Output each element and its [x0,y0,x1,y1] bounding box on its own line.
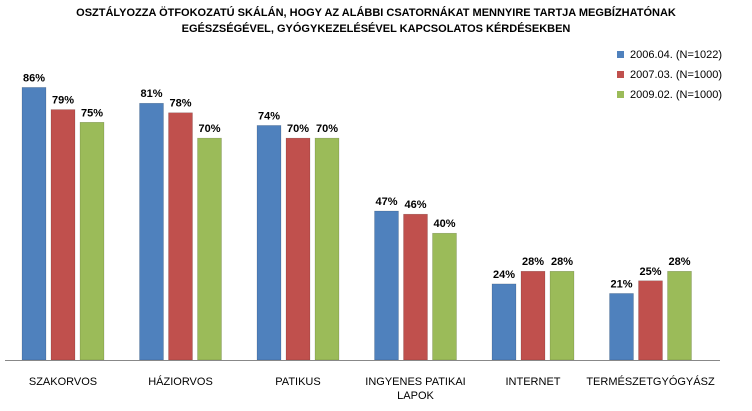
chart-title: OSZTÁLYOZZA ÖTFOKOZATÚ SKÁLÁN, HOGY AZ A… [76,6,676,35]
bar [491,283,517,361]
data-label: 40% [433,218,455,230]
category-labels: SZAKORVOS HÁZIORVOS PATIKUS INGYENES PATIKA… [29,375,715,402]
data-label: 70% [287,123,309,135]
bar [403,213,428,361]
bar [638,280,663,361]
bar [50,109,76,361]
data-label: 24% [493,269,515,281]
data-label: 21% [610,278,632,290]
bar [79,122,105,361]
category-label: LAPOK [397,390,434,402]
data-label: 47% [375,196,397,208]
data-label: 79% [52,95,74,107]
data-label: 25% [639,266,661,278]
bar [285,137,311,361]
data-label: 78% [169,98,191,110]
chart-title-line: EGÉSZSÉGÉVEL, GYÓGYKEZELÉSÉVEL KAPCSOLAT… [182,22,571,35]
legend-swatch [617,71,624,78]
data-label: 81% [140,88,162,100]
category-label: HÁZIORVOS [148,375,213,388]
bar [374,210,399,361]
data-label: 46% [404,199,426,211]
bar [667,270,692,361]
legend-swatch [617,91,624,98]
data-label: 74% [258,110,280,122]
data-label: 75% [81,107,103,119]
bar [21,87,47,361]
category-label: PATIKUS [275,376,320,388]
bar [432,232,457,361]
category-label: INTERNET [506,376,561,388]
data-labels: 86% 79% 75% 81% 78% 70% 74% 70% 70% 47% 46% 40% 24% 2… [23,72,691,290]
bar [609,293,634,361]
legend: 2006.04. (N=1022) 2007.03. (N=1000) 2009.0… [617,49,722,101]
data-label: 28% [551,256,573,268]
bar [139,102,164,361]
legend-label: 2006.04. (N=1022) [630,49,722,61]
bar [314,137,340,361]
bar [256,125,282,361]
legend-label: 2007.03. (N=1000) [630,69,722,81]
category-label: SZAKORVOS [29,376,97,388]
legend-swatch [617,51,624,58]
data-label: 28% [668,256,690,268]
data-label: 86% [23,72,45,84]
category-label: INGYENES PATIKAI [365,376,465,388]
bar [168,112,193,361]
legend-label: 2009.02. (N=1000) [630,89,722,101]
bar [549,270,575,361]
data-label: 70% [198,123,220,135]
bar [520,270,546,361]
category-label: TERMÉSZETGYÓGYÁSZ [586,375,715,388]
chart-title-line: OSZTÁLYOZZA ÖTFOKOZATÚ SKÁLÁN, HOGY AZ A… [76,6,676,19]
data-label: 70% [316,123,338,135]
data-label: 28% [522,256,544,268]
bar [197,137,222,361]
bars [21,87,692,361]
